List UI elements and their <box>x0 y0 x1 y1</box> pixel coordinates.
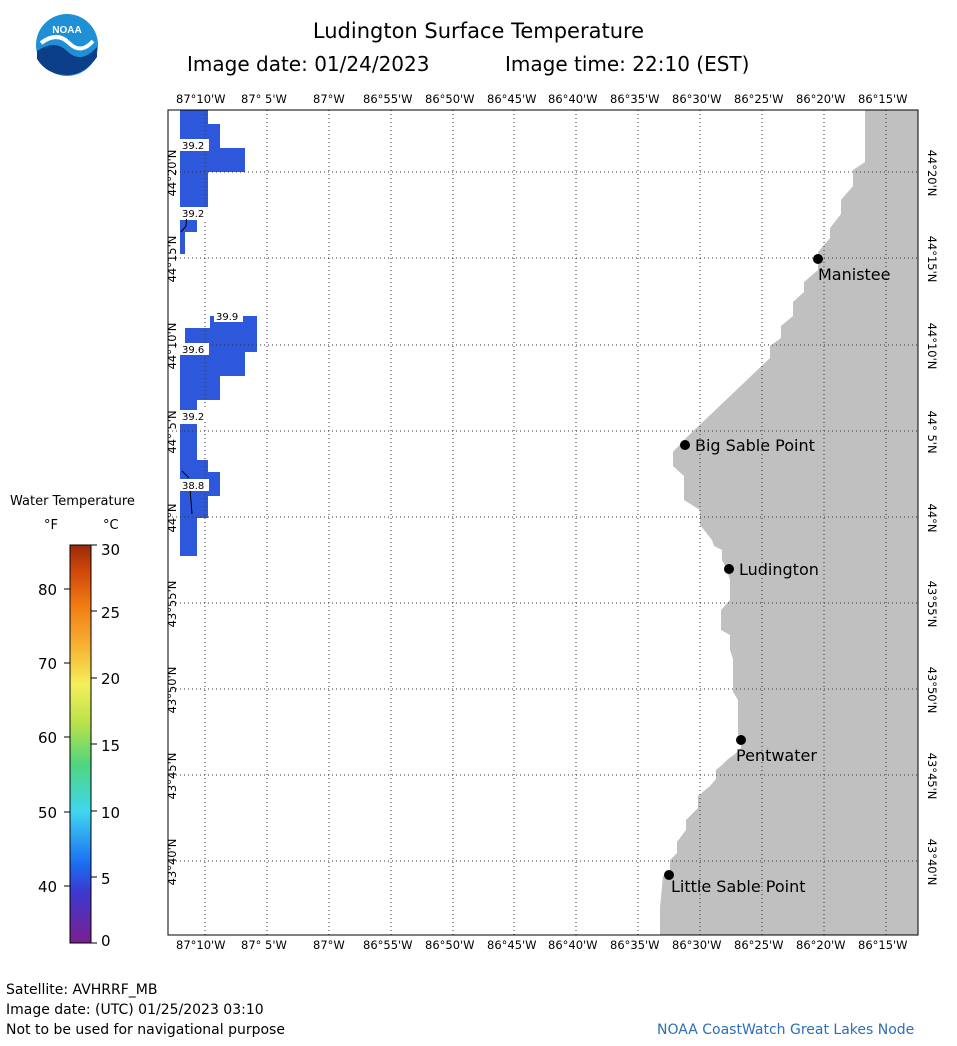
map-border <box>167 109 919 936</box>
lon-bottom-label: 87°10'W <box>176 938 226 952</box>
place-marker-manistee[interactable] <box>813 254 823 264</box>
legend-c-tick: 20 <box>101 670 121 688</box>
lon-top-label: 86°30'W <box>672 92 722 106</box>
temp-label-box <box>180 410 209 422</box>
legend-c-tick: 10 <box>101 804 121 822</box>
lon-top-label: 86°50'W <box>425 92 475 106</box>
map-title: Ludington Surface Temperature <box>312 19 645 43</box>
lon-top-label: 86°25'W <box>734 92 784 106</box>
lon-top-label: 86°20'W <box>796 92 846 106</box>
lon-top-label: 86°55'W <box>363 92 413 106</box>
temp-label: 39.2 <box>182 412 204 423</box>
lon-bottom-label: 86°40'W <box>548 938 598 952</box>
lon-bottom-label: 86°20'W <box>796 938 846 952</box>
temp-label: 39.6 <box>182 345 204 356</box>
footer-credit-link[interactable]: NOAA CoastWatch Great Lakes Node <box>657 1022 915 1038</box>
place-label-little-sable-point: Little Sable Point <box>671 877 806 896</box>
lon-bottom-label: 86°50'W <box>425 938 475 952</box>
legend-c-tick: 5 <box>101 870 111 888</box>
lon-bottom-label: 86°35'W <box>610 938 660 952</box>
legend-f-tick: 50 <box>38 804 58 822</box>
lon-bottom-label: 86°15'W <box>858 938 908 952</box>
isotherm-line <box>181 470 190 479</box>
temp-label-box <box>180 139 209 151</box>
lon-top-label: 87°W <box>313 92 345 106</box>
noaa-logo: NOAA <box>36 14 98 76</box>
temp-label: 39.9 <box>216 312 238 323</box>
lon-bottom-label: 87°W <box>313 938 345 952</box>
legend-f-tick: 80 <box>38 581 58 599</box>
legend-c-tick: 25 <box>101 604 121 622</box>
place-marker-little-sable-point[interactable] <box>664 870 674 880</box>
temp-label-box <box>180 343 209 355</box>
temp-label: 39.2 <box>182 209 204 220</box>
place-marker-ludington[interactable] <box>724 564 734 574</box>
temp-label-box <box>214 310 243 322</box>
temperature-pixels <box>180 110 257 556</box>
legend-c-tick: 0 <box>101 932 111 950</box>
legend-unit-c: °C <box>103 518 119 533</box>
legend-c-tick: 15 <box>101 737 121 755</box>
footer-satellite: Satellite: AVHRRF_MB <box>6 982 158 998</box>
temp-label-box <box>180 207 209 219</box>
temp-label: 38.8 <box>182 481 204 492</box>
legend-f-tick: 70 <box>38 655 58 673</box>
place-label-pentwater: Pentwater <box>736 746 817 765</box>
image-date: Image date: 01/24/2023 <box>187 52 430 76</box>
lon-bottom-label: 87° 5'W <box>241 938 287 952</box>
legend-f-tick: 60 <box>38 729 58 747</box>
place-marker-big-sable-point[interactable] <box>680 440 690 450</box>
footer-utc-date: Image date: (UTC) 01/25/2023 03:10 <box>6 1002 264 1018</box>
lon-top-label: 87°10'W <box>176 92 226 106</box>
lon-top-label: 86°40'W <box>548 92 598 106</box>
lon-top-label: 86°15'W <box>858 92 908 106</box>
legend-f-tick: 40 <box>38 878 58 896</box>
temp-label-box <box>180 479 209 491</box>
lon-top-label: 86°35'W <box>610 92 660 106</box>
land-mass <box>660 110 918 935</box>
lon-bottom-label: 86°25'W <box>734 938 784 952</box>
image-time: Image time: 22:10 (EST) <box>505 52 750 76</box>
lon-bottom-label: 86°55'W <box>363 938 413 952</box>
place-label-big-sable-point: Big Sable Point <box>695 436 815 455</box>
isotherm-line <box>189 487 193 515</box>
graticule <box>168 110 918 935</box>
place-marker-pentwater[interactable] <box>736 735 746 745</box>
lon-top-label: 87° 5'W <box>241 92 287 106</box>
lon-bottom-label: 86°30'W <box>672 938 722 952</box>
legend-title: Water Temperature <box>10 494 135 509</box>
footer-disclaimer: Not to be used for navigational purpose <box>6 1022 285 1038</box>
lon-top-label: 86°45'W <box>487 92 537 106</box>
color-scale-bar <box>64 544 97 944</box>
logo-text: NOAA <box>52 25 81 36</box>
legend-unit-f: °F <box>44 518 58 533</box>
lon-bottom-label: 86°45'W <box>487 938 537 952</box>
place-label-manistee: Manistee <box>818 265 891 284</box>
place-label-ludington: Ludington <box>739 560 819 579</box>
legend-c-tick: 30 <box>101 541 121 559</box>
temp-label: 39.2 <box>182 141 204 152</box>
